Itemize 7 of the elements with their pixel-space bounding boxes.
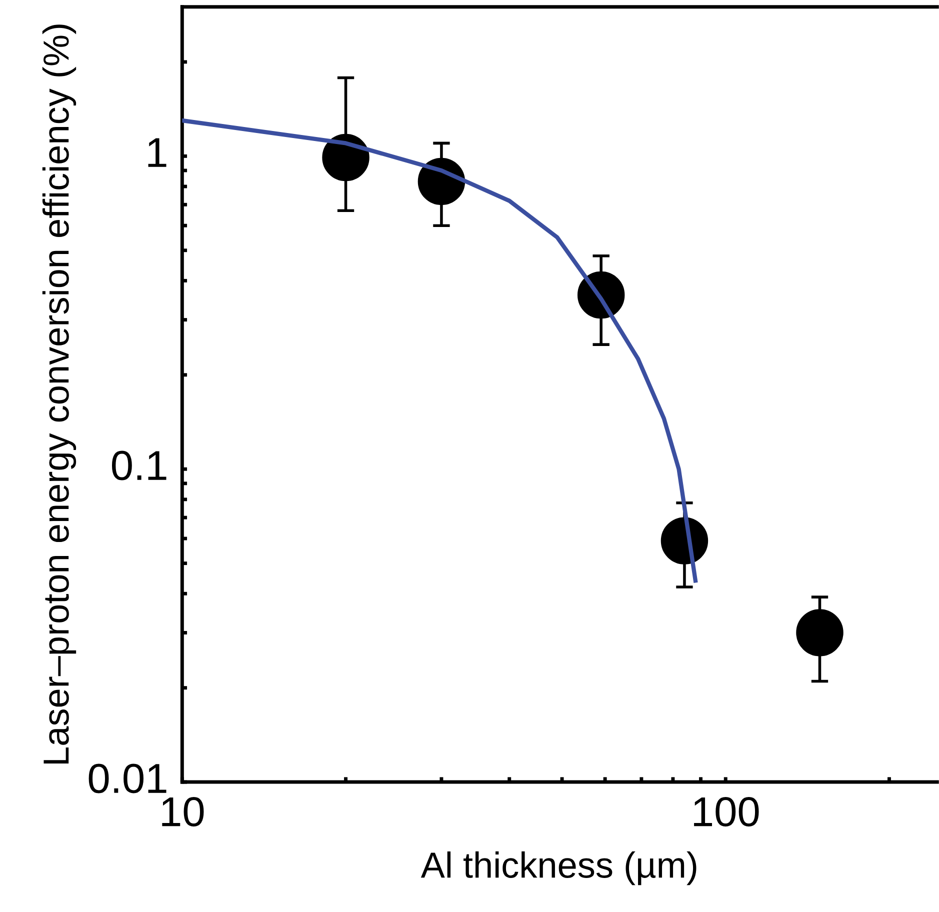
x-tick-label: 10: [162, 797, 204, 827]
y-tick-label: 0.1: [112, 450, 166, 480]
y-axis-title: Laser–proton energy conversion efficiency (%): [42, 24, 76, 764]
y-tick-label: 0.01: [88, 764, 166, 794]
x-tick-label: 100: [694, 797, 759, 827]
y-tick-label: 1: [148, 138, 166, 167]
x-axis-title: Al thickness (µm): [420, 851, 696, 886]
